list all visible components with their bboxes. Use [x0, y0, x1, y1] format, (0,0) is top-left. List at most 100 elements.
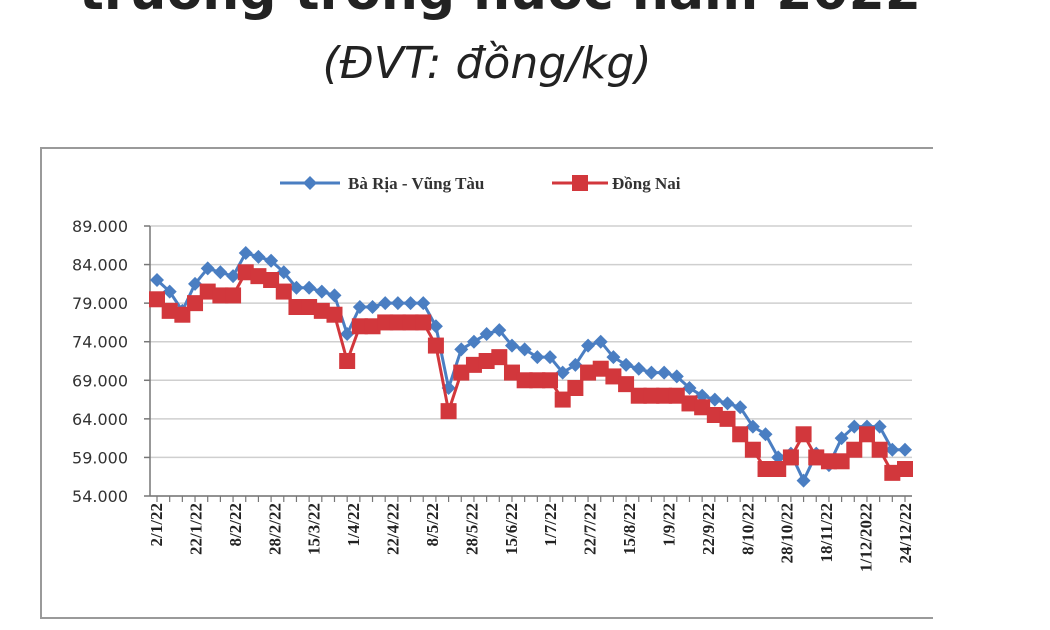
- data-point: [440, 403, 457, 420]
- data-point: [415, 314, 432, 331]
- data-point: [428, 319, 443, 334]
- legend-marker: [572, 175, 588, 191]
- data-point: [226, 269, 241, 284]
- data-point: [619, 357, 634, 372]
- data-point: [858, 426, 875, 443]
- data-point: [301, 299, 318, 315]
- data-point: [720, 396, 735, 411]
- data-point: [288, 299, 305, 315]
- data-point: [389, 314, 406, 331]
- series-2: [149, 264, 913, 481]
- legend: Bà Rịa - Vũng Tàu Đồng Nai: [280, 174, 681, 193]
- data-point: [313, 302, 330, 319]
- data-point: [149, 291, 165, 308]
- data-point: [289, 280, 304, 295]
- data-point: [580, 364, 597, 381]
- data-point: [238, 246, 253, 260]
- data-point: [314, 284, 329, 299]
- data-point: [150, 273, 164, 287]
- x-tick-label: 28/10/22: [778, 503, 797, 563]
- right-margin: [933, 147, 1050, 630]
- data-point: [820, 453, 837, 470]
- data-point: [833, 453, 850, 470]
- data-point: [504, 338, 519, 353]
- data-point: [618, 376, 635, 393]
- data-point: [251, 249, 266, 264]
- data-point: [340, 327, 355, 341]
- data-point: [378, 296, 393, 311]
- data-point: [543, 350, 558, 365]
- x-tick-label: 8/5/22: [423, 503, 442, 546]
- data-point: [199, 283, 216, 300]
- x-tick-label: 28/2/22: [265, 503, 284, 555]
- data-point: [465, 356, 482, 373]
- data-point: [643, 387, 660, 404]
- x-tick-label: 24/12/22: [896, 503, 915, 563]
- data-point: [403, 296, 418, 311]
- data-point: [517, 342, 532, 357]
- y-tick-label: 59.000: [72, 448, 128, 467]
- data-point: [871, 441, 888, 458]
- data-point: [250, 268, 267, 285]
- data-point: [213, 265, 228, 280]
- data-point: [872, 419, 887, 434]
- data-point: [225, 287, 242, 304]
- y-tick-label: 64.000: [72, 410, 128, 429]
- data-point: [884, 464, 901, 481]
- data-point: [174, 306, 191, 323]
- data-point: [555, 365, 570, 380]
- data-point: [733, 400, 748, 415]
- data-point: [808, 449, 825, 466]
- x-tick-label: 2/1/22: [147, 503, 166, 546]
- data-point: [365, 300, 380, 314]
- data-point: [390, 296, 405, 311]
- data-point: [351, 318, 368, 335]
- data-point: [402, 314, 419, 331]
- data-point: [162, 284, 177, 299]
- series-group: [149, 246, 913, 488]
- x-tick-label: 1/4/22: [344, 503, 363, 546]
- data-point: [276, 265, 291, 280]
- x-tick-label: 15/8/22: [620, 503, 639, 555]
- data-point: [758, 427, 773, 442]
- data-point: [770, 461, 787, 477]
- y-tick-label: 89.000: [72, 217, 128, 236]
- data-point: [568, 357, 583, 372]
- data-point: [491, 349, 508, 366]
- data-point: [339, 353, 356, 369]
- data-point: [364, 318, 381, 335]
- data-point: [898, 442, 912, 457]
- data-point: [466, 334, 481, 349]
- data-point: [630, 387, 647, 404]
- data-point: [188, 276, 203, 291]
- data-point: [581, 338, 596, 353]
- data-point: [846, 441, 863, 458]
- x-tick-label: 22/7/22: [581, 503, 600, 555]
- data-point: [745, 419, 760, 434]
- data-point: [352, 300, 367, 314]
- data-point: [631, 361, 646, 376]
- data-point: [492, 323, 507, 338]
- data-point: [681, 395, 698, 412]
- data-point: [682, 381, 697, 395]
- data-point: [657, 365, 672, 380]
- y-tick-label: 54.000: [72, 487, 128, 506]
- data-point: [669, 369, 684, 384]
- data-point: [897, 461, 913, 477]
- x-tick-label: 28/5/22: [462, 503, 481, 555]
- data-point: [263, 272, 280, 288]
- y-tick-label: 69.000: [72, 371, 128, 390]
- data-point: [567, 380, 584, 396]
- data-point: [606, 350, 621, 365]
- data-point: [757, 461, 774, 477]
- data-point: [478, 353, 495, 369]
- data-point: [326, 306, 343, 323]
- chart-frame: [40, 147, 933, 619]
- data-point: [771, 450, 786, 465]
- data-point: [796, 473, 811, 488]
- x-tick-label: 15/3/22: [305, 503, 324, 555]
- legend-item: Đồng Nai: [552, 174, 681, 193]
- data-point: [237, 264, 254, 281]
- x-tick-label: 8/10/22: [738, 503, 757, 555]
- legend-label: Đồng Nai: [612, 174, 681, 193]
